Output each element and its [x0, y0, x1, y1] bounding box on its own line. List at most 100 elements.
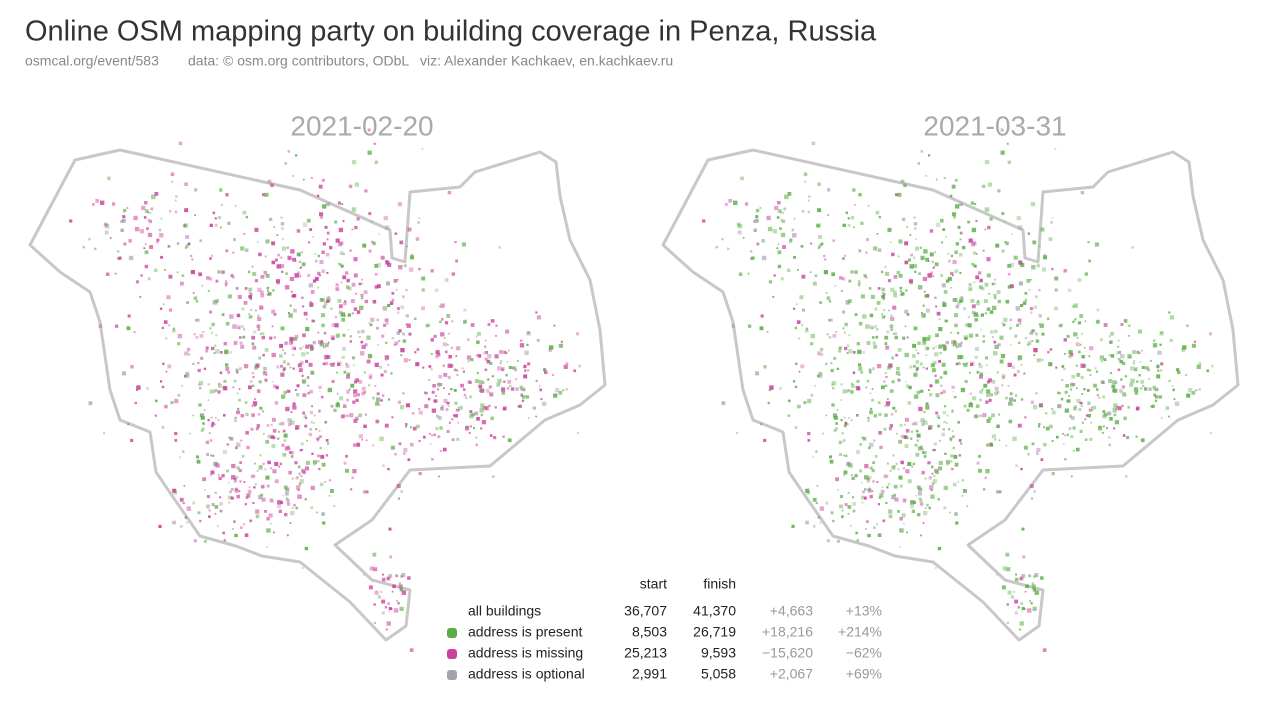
building: [1028, 574, 1031, 578]
building: [309, 389, 313, 394]
building: [203, 409, 206, 412]
building: [926, 503, 929, 507]
building: [239, 341, 243, 345]
building: [896, 270, 900, 275]
building: [1098, 426, 1103, 431]
building: [1103, 323, 1108, 327]
building: [1016, 370, 1020, 374]
building: [817, 516, 820, 519]
building: [293, 503, 296, 507]
building: [339, 396, 344, 401]
building: [928, 476, 932, 480]
building: [1012, 436, 1017, 442]
building: [912, 462, 916, 466]
building: [803, 401, 807, 405]
building: [906, 336, 909, 339]
building: [380, 373, 384, 377]
building: [435, 427, 439, 431]
building: [943, 485, 948, 491]
building: [869, 371, 872, 374]
building: [728, 198, 733, 203]
building: [296, 485, 301, 490]
building: [812, 456, 815, 458]
building: [1030, 400, 1035, 404]
building: [251, 384, 255, 387]
building: [288, 312, 290, 314]
building: [873, 325, 878, 329]
building: [959, 238, 962, 241]
building: [447, 363, 452, 368]
building: [240, 526, 243, 529]
building: [457, 421, 460, 424]
building: [832, 334, 837, 338]
building: [997, 189, 1001, 193]
building: [881, 486, 884, 489]
building: [850, 216, 855, 220]
building: [951, 467, 954, 471]
building: [343, 370, 347, 374]
building: [225, 285, 227, 287]
building: [461, 367, 464, 370]
building: [417, 221, 420, 224]
building: [172, 329, 176, 333]
building: [883, 315, 886, 318]
building: [753, 220, 756, 223]
building: [239, 461, 242, 464]
building: [235, 368, 239, 372]
building: [943, 506, 947, 510]
building: [855, 531, 858, 535]
building: [848, 349, 853, 354]
building: [1051, 267, 1054, 271]
building: [361, 391, 365, 396]
building: [935, 470, 939, 475]
building: [1000, 128, 1004, 132]
building: [383, 216, 388, 221]
building: [355, 378, 360, 383]
building: [296, 488, 299, 491]
building: [312, 460, 318, 465]
building: [903, 435, 908, 439]
building: [951, 274, 954, 277]
building: [855, 450, 860, 455]
building: [950, 254, 953, 258]
building: [1153, 393, 1157, 397]
building: [871, 469, 875, 473]
building: [1078, 408, 1082, 411]
building: [511, 387, 515, 391]
building: [183, 485, 186, 487]
building: [388, 527, 392, 531]
building: [914, 238, 917, 240]
building: [1020, 398, 1024, 401]
building: [292, 405, 297, 410]
building: [146, 387, 149, 390]
building: [285, 406, 290, 412]
building: [250, 474, 255, 479]
building: [174, 210, 178, 214]
building: [782, 212, 785, 214]
building: [387, 364, 390, 366]
building: [495, 324, 498, 327]
building: [1033, 490, 1036, 493]
building: [977, 300, 980, 303]
building: [1072, 383, 1076, 386]
building: [295, 426, 299, 430]
building: [1153, 394, 1156, 398]
building: [358, 380, 363, 384]
building: [335, 287, 340, 291]
building: [214, 223, 218, 227]
building: [877, 287, 881, 290]
building: [1107, 411, 1112, 416]
building: [196, 459, 201, 464]
building: [1135, 435, 1138, 438]
building: [248, 271, 251, 274]
building: [161, 326, 164, 330]
building: [295, 506, 298, 510]
building: [265, 439, 270, 444]
building: [376, 397, 381, 402]
building: [1136, 406, 1140, 411]
building: [269, 467, 272, 470]
building: [236, 442, 241, 448]
building: [994, 386, 999, 391]
building: [385, 260, 388, 263]
building: [936, 414, 940, 418]
